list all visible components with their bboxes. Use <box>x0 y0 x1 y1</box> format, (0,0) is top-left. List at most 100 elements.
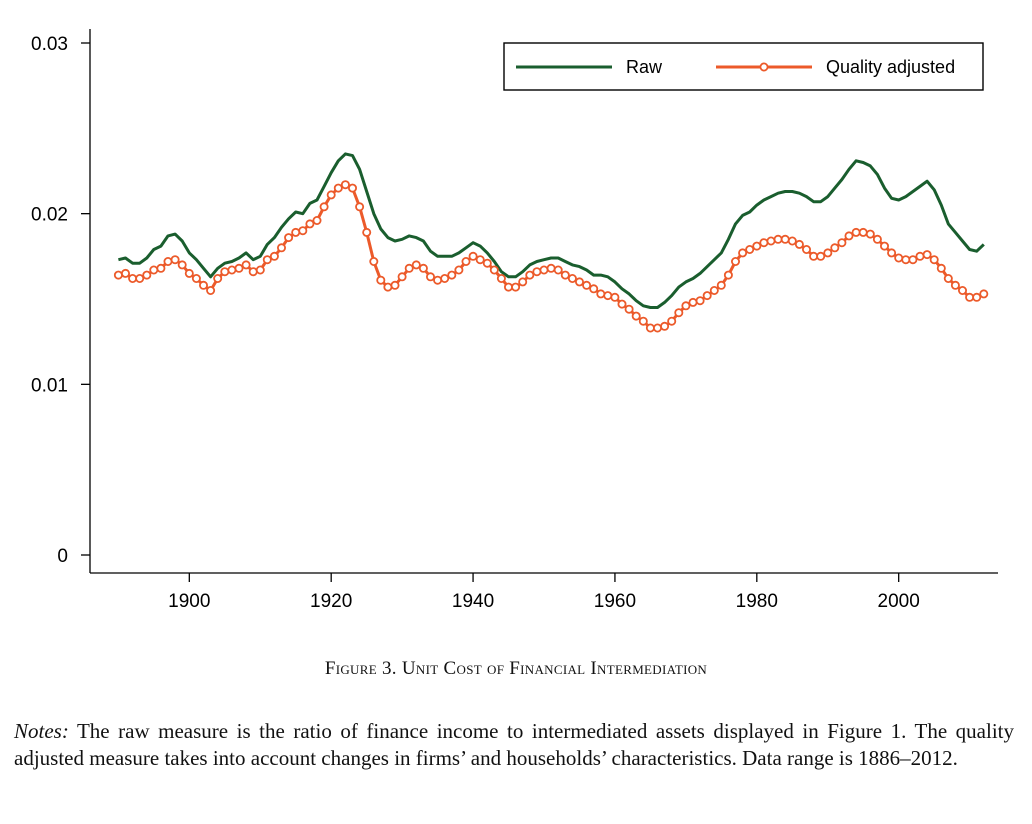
data-point-quality-adjusted <box>376 275 386 285</box>
data-point-quality-adjusted <box>220 267 230 277</box>
data-point-quality-adjusted <box>284 233 294 243</box>
legend-label-quality: Quality adjusted <box>826 57 955 77</box>
data-point-quality-adjusted <box>872 234 882 244</box>
data-point-quality-adjusted <box>447 270 457 280</box>
data-point-quality-adjusted <box>411 260 421 270</box>
data-point-quality-adjusted <box>390 280 400 290</box>
data-point-quality-adjusted <box>184 268 194 278</box>
data-point-quality-adjusted <box>731 256 741 266</box>
data-point-quality-adjusted <box>241 260 251 270</box>
data-point-quality-adjusted <box>887 248 897 258</box>
data-point-quality-adjusted <box>929 255 939 265</box>
data-point-quality-adjusted <box>227 265 237 275</box>
data-point-quality-adjusted <box>773 234 783 244</box>
data-point-quality-adjusted <box>312 215 322 225</box>
data-point-quality-adjusted <box>844 231 854 241</box>
data-point-quality-adjusted <box>972 292 982 302</box>
x-tick-label: 1940 <box>452 591 494 612</box>
data-point-quality-adjusted <box>553 265 563 275</box>
data-point-quality-adjusted <box>823 248 833 258</box>
data-point-quality-adjusted <box>674 308 684 318</box>
data-point-quality-adjusted <box>518 277 528 287</box>
data-point-quality-adjusted <box>461 256 471 266</box>
data-point-quality-adjusted <box>397 272 407 282</box>
data-point-quality-adjusted <box>958 285 968 295</box>
data-point-quality-adjusted <box>113 270 123 280</box>
notes-label: Notes: <box>14 719 69 743</box>
data-point-quality-adjusted <box>489 265 499 275</box>
figure-notes: Notes: The raw measure is the ratio of f… <box>14 718 1014 772</box>
data-point-quality-adjusted <box>135 273 145 283</box>
data-point-quality-adjusted <box>575 277 585 287</box>
data-point-quality-adjusted <box>567 273 577 283</box>
axes: 0 0.01 0.02 0.03 1900 1920 1940 1960 1980 2000 <box>31 29 998 612</box>
legend-marker-quality <box>759 62 769 72</box>
figure-caption: Figure 3. Unit Cost of Financial Interme… <box>324 658 708 679</box>
data-point-quality-adjusted <box>503 282 513 292</box>
data-point-quality-adjusted <box>362 227 372 237</box>
data-point-quality-adjusted <box>276 243 286 253</box>
data-point-quality-adjusted <box>333 183 343 193</box>
data-point-quality-adjusted <box>298 226 308 236</box>
data-point-quality-adjusted <box>610 292 620 302</box>
data-point-quality-adjusted <box>624 304 634 314</box>
data-point-quality-adjusted <box>695 296 705 306</box>
data-point-quality-adjusted <box>802 244 812 254</box>
data-point-quality-adjusted <box>248 267 258 277</box>
data-point-quality-adjusted <box>163 256 173 266</box>
data-point-quality-adjusted <box>723 270 733 280</box>
data-point-quality-adjusted <box>603 291 613 301</box>
data-point-quality-adjusted <box>582 280 592 290</box>
data-point-quality-adjusted <box>745 244 755 254</box>
y-tick-label: 0 <box>57 546 68 567</box>
data-point-quality-adjusted <box>454 265 464 275</box>
data-point-quality-adjusted <box>851 227 861 237</box>
data-point-quality-adjusted <box>943 273 953 283</box>
data-point-quality-adjusted <box>482 258 492 268</box>
data-point-quality-adjusted <box>355 202 365 212</box>
data-point-quality-adjusted <box>539 265 549 275</box>
data-point-quality-adjusted <box>965 292 975 302</box>
data-point-quality-adjusted <box>589 284 599 294</box>
data-point-quality-adjusted <box>546 263 556 273</box>
data-point-quality-adjusted <box>262 255 272 265</box>
x-tick-label: 2000 <box>878 591 920 612</box>
data-point-quality-adjusted <box>950 280 960 290</box>
data-point-quality-adjusted <box>383 282 393 292</box>
data-point-quality-adjusted <box>319 202 329 212</box>
data-point-quality-adjusted <box>922 250 932 260</box>
data-point-quality-adjusted <box>830 243 840 253</box>
data-point-quality-adjusted <box>213 273 223 283</box>
data-point-quality-adjusted <box>177 260 187 270</box>
data-point-quality-adjusted <box>425 272 435 282</box>
data-point-quality-adjusted <box>525 270 535 280</box>
data-point-quality-adjusted <box>511 282 521 292</box>
y-tick-label: 0.03 <box>31 34 68 55</box>
data-point-quality-adjusted <box>787 236 797 246</box>
series-line-raw <box>118 152 985 309</box>
data-point-quality-adjusted <box>667 316 677 326</box>
x-tick-label: 1960 <box>594 591 636 612</box>
data-point-quality-adjusted <box>340 180 350 190</box>
data-point-quality-adjusted <box>121 268 131 278</box>
data-point-quality-adjusted <box>170 255 180 265</box>
x-tick-label: 1900 <box>168 591 210 612</box>
data-point-quality-adjusted <box>305 219 315 229</box>
data-point-quality-adjusted <box>369 256 379 266</box>
data-point-quality-adjusted <box>496 273 506 283</box>
data-point-quality-adjusted <box>766 236 776 246</box>
data-point-quality-adjusted <box>865 229 875 239</box>
data-point-quality-adjusted <box>291 227 301 237</box>
data-point-quality-adjusted <box>440 273 450 283</box>
data-point-quality-adjusted <box>759 238 769 248</box>
data-point-quality-adjusted <box>198 280 208 290</box>
data-point-quality-adjusted <box>908 255 918 265</box>
data-point-quality-adjusted <box>433 275 443 285</box>
data-point-quality-adjusted <box>794 239 804 249</box>
data-point-quality-adjusted <box>681 301 691 311</box>
data-point-quality-adjusted <box>638 316 648 326</box>
data-point-quality-adjusted <box>738 248 748 258</box>
data-point-quality-adjusted <box>234 263 244 273</box>
data-point-quality-adjusted <box>128 273 138 283</box>
data-point-quality-adjusted <box>901 255 911 265</box>
